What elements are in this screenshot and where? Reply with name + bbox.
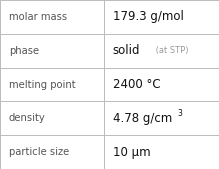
Text: 3: 3 — [177, 109, 182, 118]
Text: 4.78 g/cm: 4.78 g/cm — [113, 112, 172, 125]
Text: molar mass: molar mass — [9, 12, 67, 22]
Text: 2400 °C: 2400 °C — [113, 78, 160, 91]
Text: 10 µm: 10 µm — [113, 146, 150, 159]
Text: solid: solid — [113, 44, 140, 57]
Text: melting point: melting point — [9, 79, 75, 90]
Text: 179.3 g/mol: 179.3 g/mol — [113, 10, 184, 23]
Text: particle size: particle size — [9, 147, 69, 157]
Text: density: density — [9, 113, 46, 123]
Text: (at STP): (at STP) — [153, 46, 189, 55]
Text: phase: phase — [9, 46, 39, 56]
